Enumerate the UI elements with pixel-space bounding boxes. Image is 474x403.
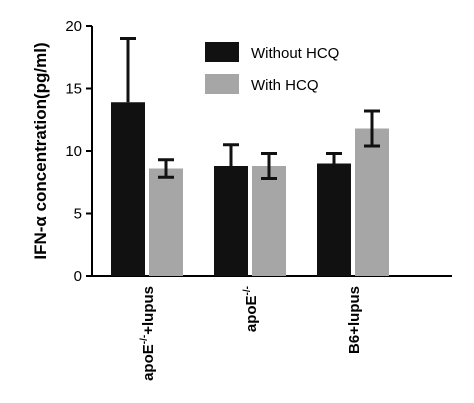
x-tick-label: B6+lupus bbox=[346, 286, 363, 354]
y-axis-label: IFN-α concentration(pg/ml) bbox=[31, 42, 50, 259]
bar bbox=[317, 163, 351, 276]
legend-swatch bbox=[205, 42, 239, 62]
category-label-text: B6+lupus bbox=[346, 286, 363, 354]
x-tick-label: apoE-/-+lupus bbox=[139, 286, 157, 381]
bar bbox=[214, 166, 248, 276]
category-label-base: B6+lupus bbox=[346, 286, 363, 354]
y-tick-label: 15 bbox=[65, 81, 82, 98]
axis-labels: IFN-α concentration(pg/ml)apoE-/-+lupus a… bbox=[31, 42, 363, 381]
x-tick-label: apoE-/- bbox=[242, 286, 260, 332]
y-tick-label: 5 bbox=[74, 206, 82, 223]
bar bbox=[149, 168, 183, 276]
category-label-text: apoE-/- bbox=[242, 286, 260, 332]
category-label-sup: -/- bbox=[139, 335, 150, 344]
category-label-base: apoE bbox=[140, 344, 157, 381]
bar bbox=[252, 166, 286, 276]
bar bbox=[111, 102, 145, 276]
bars bbox=[111, 102, 389, 276]
category-label-base: apoE bbox=[243, 295, 260, 332]
bar bbox=[355, 128, 389, 276]
legend-label: With HCQ bbox=[251, 77, 319, 94]
category-label-sup: -/- bbox=[242, 286, 253, 295]
y-tick-label: 20 bbox=[65, 18, 82, 35]
legend-label: Without HCQ bbox=[251, 45, 339, 62]
category-label-rest: +lupus bbox=[140, 286, 157, 335]
legend: Without HCQ With HCQ bbox=[205, 42, 339, 94]
y-tick-label: 10 bbox=[65, 143, 82, 160]
y-tick-label: 0 bbox=[74, 268, 82, 285]
error-bars bbox=[120, 37, 380, 180]
category-label-text: apoE-/-+lupus bbox=[139, 286, 157, 381]
legend-swatch bbox=[205, 74, 239, 94]
